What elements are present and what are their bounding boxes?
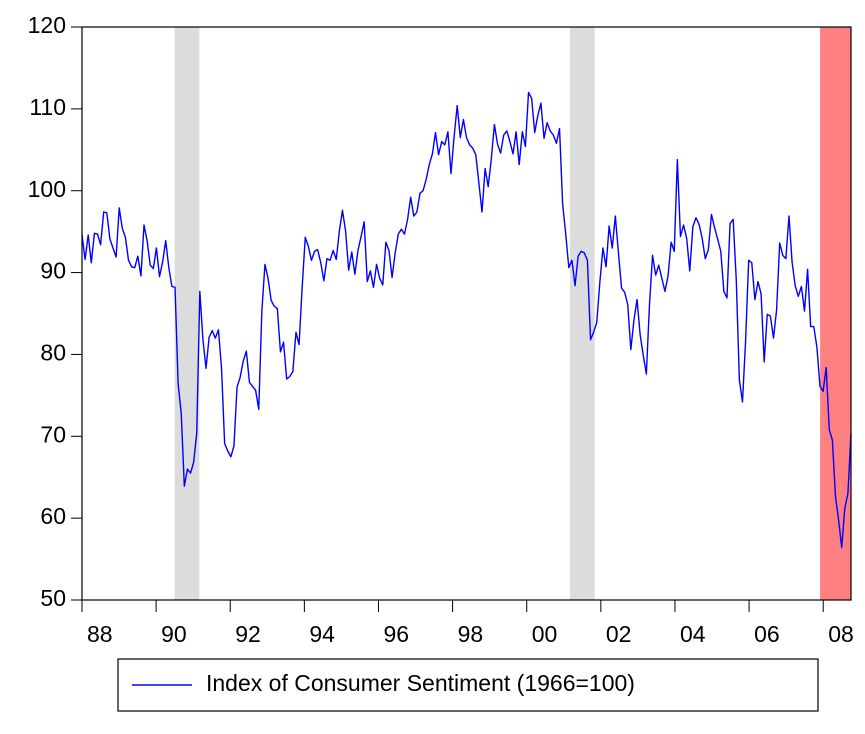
y-tick-label: 120 bbox=[28, 12, 66, 38]
x-tick-label: 92 bbox=[235, 621, 261, 647]
x-tick-label: 98 bbox=[458, 621, 484, 647]
y-tick-label: 70 bbox=[40, 421, 66, 447]
shaded-period bbox=[569, 27, 595, 600]
y-tick-label: 80 bbox=[40, 340, 66, 366]
legend-label: Index of Consumer Sentiment (1966=100) bbox=[206, 670, 635, 696]
x-tick-label: 96 bbox=[383, 621, 409, 647]
x-tick-label: 04 bbox=[680, 621, 706, 647]
x-tick-label: 08 bbox=[828, 621, 854, 647]
x-tick-label: 00 bbox=[532, 621, 558, 647]
legend-box bbox=[117, 658, 819, 712]
shaded-period bbox=[174, 27, 200, 600]
y-tick-label: 100 bbox=[28, 176, 66, 202]
y-tick-label: 50 bbox=[40, 585, 66, 611]
y-tick-label: 90 bbox=[40, 258, 66, 284]
plot-frame bbox=[81, 26, 852, 601]
x-tick-label: 90 bbox=[161, 621, 187, 647]
series-line bbox=[81, 91, 852, 549]
y-tick-label: 110 bbox=[29, 94, 66, 120]
x-tick-label: 94 bbox=[309, 621, 335, 647]
x-tick-label: 06 bbox=[754, 621, 780, 647]
x-tick-label: 88 bbox=[87, 621, 113, 647]
x-tick-label: 02 bbox=[606, 621, 632, 647]
shaded-period bbox=[820, 27, 851, 600]
y-tick-label: 60 bbox=[40, 503, 66, 529]
